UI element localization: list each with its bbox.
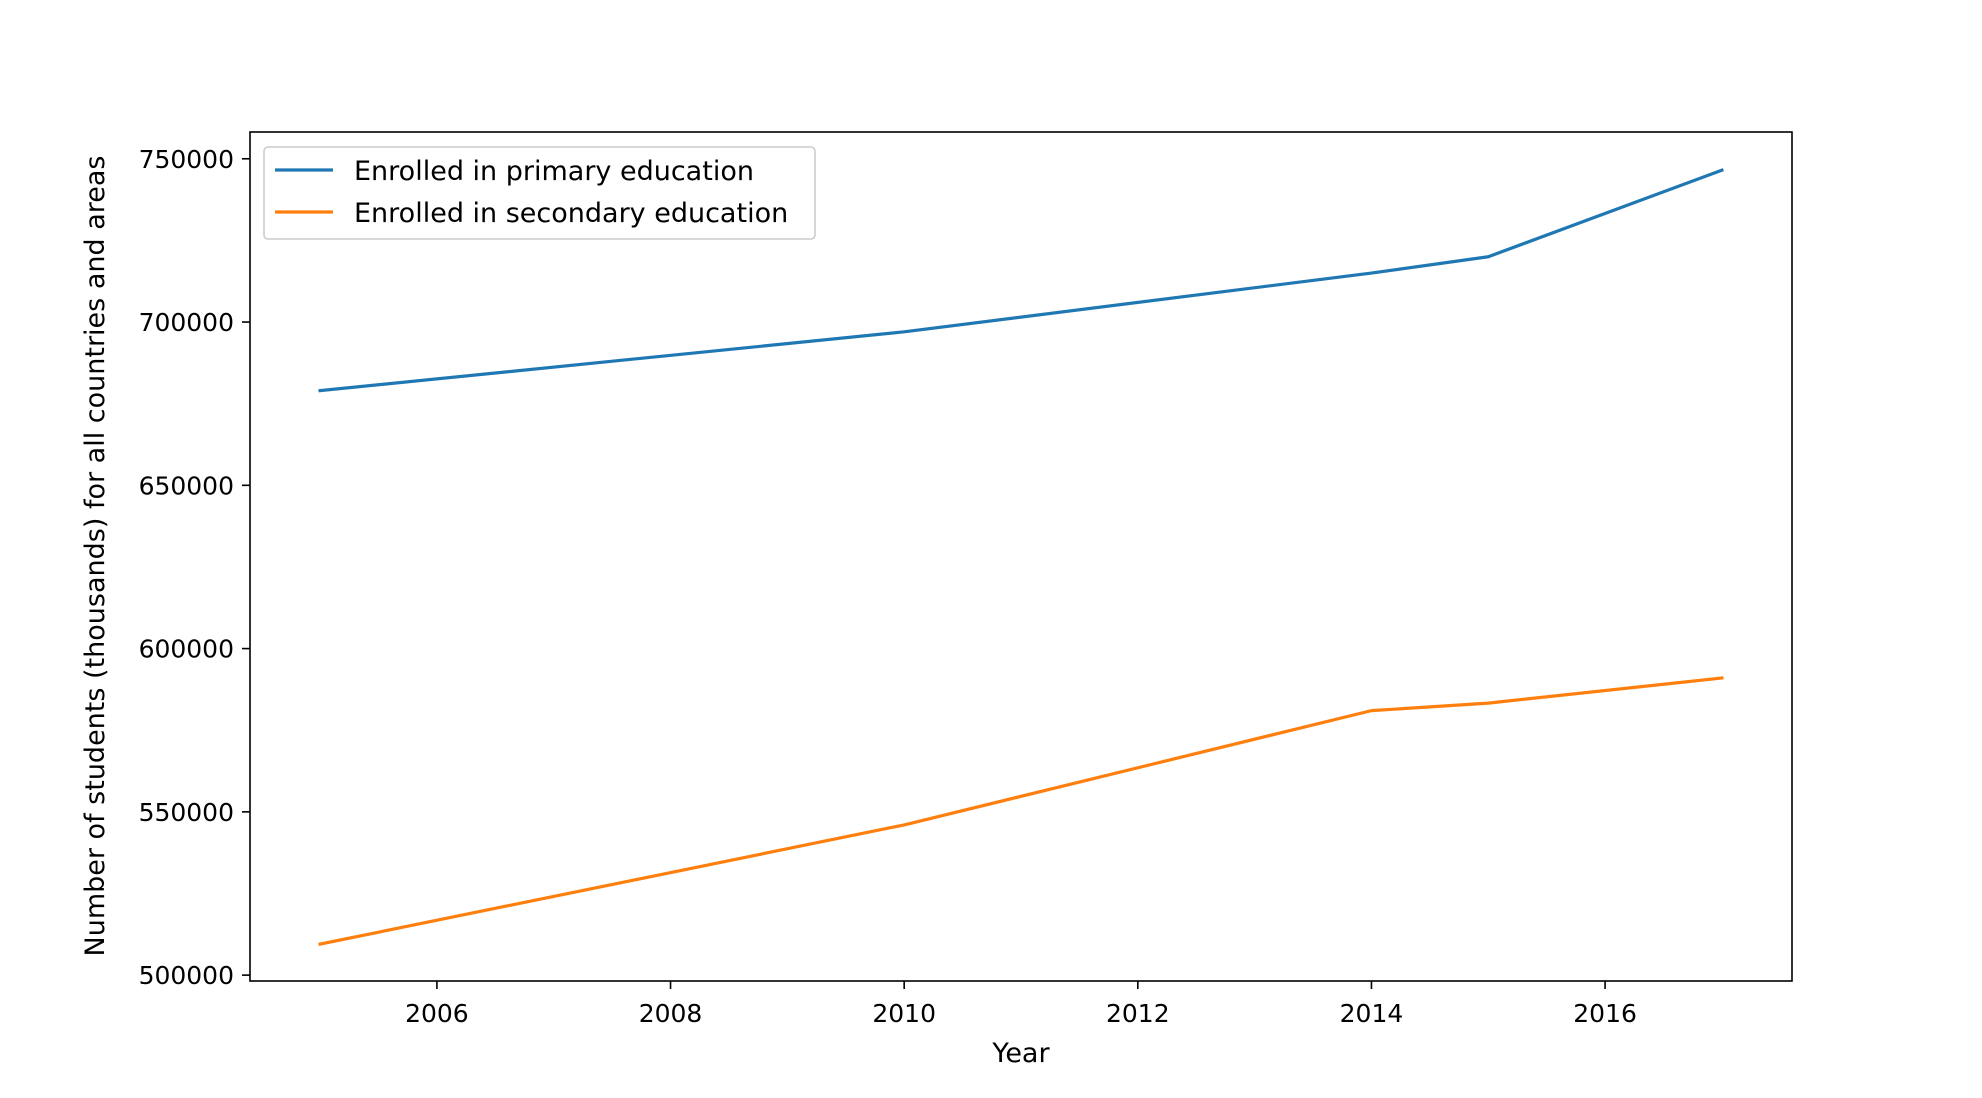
legend-box [263,146,816,240]
plot-frame [249,131,1793,982]
x-tick-label: 2008 [639,999,703,1028]
y-axis-ticks: 500000 550000 600000 650000 700000 750000 [139,145,250,990]
series-line-2 [318,676,1724,946]
y-tick-label: 600000 [139,635,234,664]
x-axis-ticks: 2006 2008 2010 2012 2014 2016 [405,981,1637,1028]
series-line-1 [318,168,1724,393]
x-tick-label: 2010 [872,999,936,1028]
x-tick-label: 2016 [1573,999,1637,1028]
x-axis-title: Year [991,1038,1050,1069]
legend: Enrolled in primary education Enrolled in… [263,146,816,240]
x-tick-label: 2012 [1106,999,1170,1028]
series-layer [318,168,1724,946]
x-tick-label: 2014 [1340,999,1404,1028]
y-tick-label: 650000 [139,471,234,500]
y-tick-label: 500000 [139,961,234,990]
y-tick-label: 550000 [139,798,234,827]
legend-label-2: Enrolled in secondary education [354,198,788,229]
y-axis-title: Number of students (thousands) for all c… [80,156,111,957]
x-tick-label: 2006 [405,999,469,1028]
y-tick-label: 750000 [139,145,234,174]
y-tick-label: 700000 [139,308,234,337]
legend-label-1: Enrolled in primary education [354,156,754,187]
